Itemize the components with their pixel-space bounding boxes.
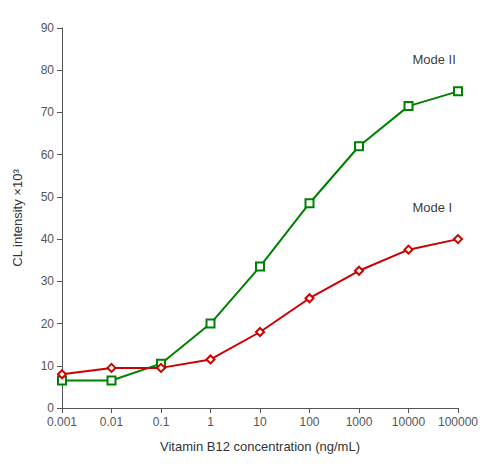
svg-text:60: 60 xyxy=(41,148,55,162)
svg-text:10: 10 xyxy=(41,359,55,373)
svg-text:30: 30 xyxy=(41,274,55,288)
svg-text:50: 50 xyxy=(41,190,55,204)
svg-text:20: 20 xyxy=(41,317,55,331)
svg-text:0.001: 0.001 xyxy=(47,415,77,429)
svg-text:10: 10 xyxy=(253,415,267,429)
svg-text:1: 1 xyxy=(207,415,214,429)
svg-text:40: 40 xyxy=(41,232,55,246)
svg-text:100000: 100000 xyxy=(438,415,478,429)
svg-text:Vitamin B12 concentration (ng/: Vitamin B12 concentration (ng/mL) xyxy=(160,439,360,454)
svg-text:0: 0 xyxy=(47,401,54,415)
svg-text:1000: 1000 xyxy=(346,415,373,429)
svg-text:10000: 10000 xyxy=(392,415,426,429)
svg-text:0.1: 0.1 xyxy=(153,415,170,429)
svg-text:CL intensity ×10³: CL intensity ×10³ xyxy=(10,169,25,267)
svg-text:90: 90 xyxy=(41,21,55,35)
svg-text:Mode II: Mode II xyxy=(412,52,455,67)
svg-text:100: 100 xyxy=(299,415,319,429)
svg-text:0.01: 0.01 xyxy=(100,415,124,429)
svg-text:70: 70 xyxy=(41,105,55,119)
svg-text:Mode I: Mode I xyxy=(412,200,452,215)
svg-text:80: 80 xyxy=(41,63,55,77)
